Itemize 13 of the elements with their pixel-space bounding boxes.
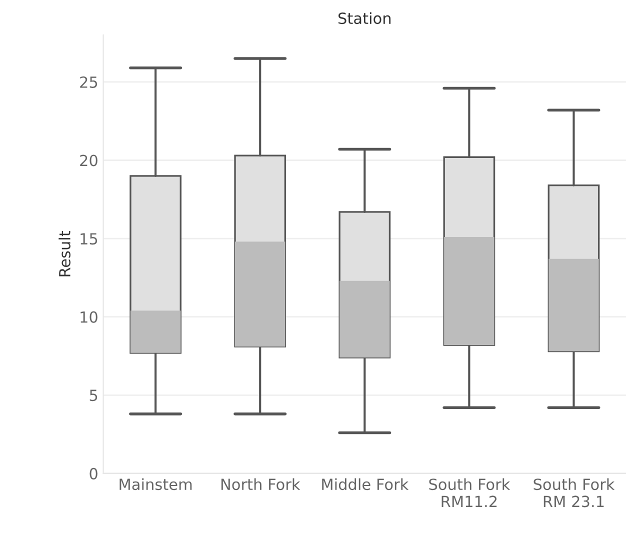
x-tick-label: North Fork (221, 478, 300, 490)
x-tick-label: Mainstem (120, 478, 192, 490)
x-tick-label: South Fork RM 23.1 (534, 478, 615, 508)
y-tick-label: 0 (90, 468, 98, 480)
y-tick-label: 25 (80, 76, 98, 88)
chart-title: Station (338, 12, 391, 24)
y-axis-title: Result (58, 230, 70, 276)
x-tick-label: South Fork RM11.2 (429, 478, 510, 508)
x-tick-label: Middle Fork (322, 478, 409, 490)
y-tick-label: 15 (80, 233, 98, 245)
y-tick-label: 20 (80, 154, 98, 166)
y-tick-label: 10 (80, 311, 98, 323)
y-tick-label: 5 (90, 390, 98, 402)
